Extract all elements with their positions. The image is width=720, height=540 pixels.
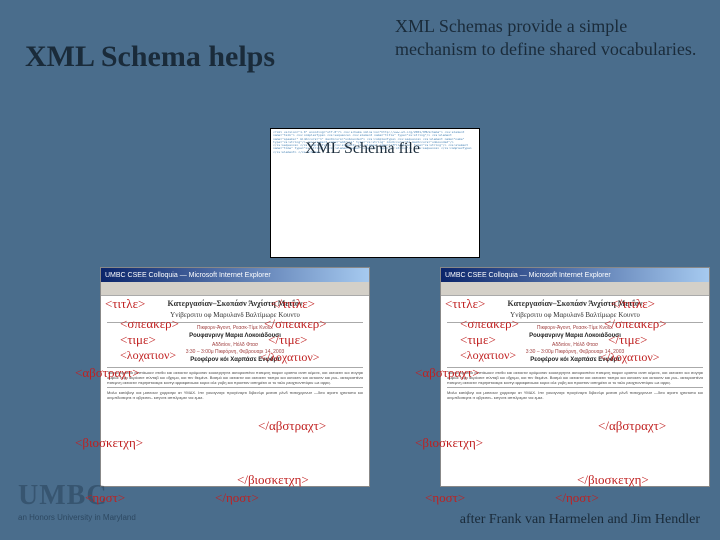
tag-speaker-open: <σπεακερ> bbox=[460, 316, 519, 332]
tag-speaker-close: </σπεακερ> bbox=[264, 316, 327, 332]
slide-title: XML Schema helps bbox=[25, 40, 275, 74]
tag-time-open: <τιμε> bbox=[120, 332, 156, 348]
doc-abstract: Τικφον ορισπο ανστάωκεν στεθο και οκτοκτ… bbox=[447, 370, 703, 386]
logo-subtitle: an Honors University in Maryland bbox=[18, 513, 136, 522]
tag-biosketch-close: </βιοσκετχη> bbox=[577, 472, 649, 488]
tag-abstract-open: <αβστραχτ> bbox=[75, 365, 140, 381]
browser-toolbar bbox=[441, 282, 709, 296]
tag-location-open: <λοχατιον> bbox=[120, 348, 176, 363]
tag-host-open: <ηοστ> bbox=[425, 490, 465, 506]
tag-abstract-close: </αβστραχτ> bbox=[598, 418, 666, 434]
tag-speaker-close: </σπεακερ> bbox=[604, 316, 667, 332]
tag-host-open: <ηοστ> bbox=[85, 490, 125, 506]
doc-heading: Κατεργασίαν–Σκοπάσν Άνχίστη Μετΐoν bbox=[447, 299, 703, 309]
tag-biosketch-open: <βιοσκετχη> bbox=[415, 435, 483, 451]
doc-abstract: Τικφον ορισπο ανστάωκεν στεθο και οκτοκτ… bbox=[107, 370, 363, 386]
tag-title-open: <τιτλε> bbox=[445, 296, 485, 312]
tag-title-open: <τιτλε> bbox=[105, 296, 145, 312]
tag-abstract-open: <αβστραχτ> bbox=[415, 365, 480, 381]
browser-titlebar: UMBC CSEE Colloquia — Microsoft Internet… bbox=[101, 268, 369, 282]
doc-bio: Μαλο κατάβογι και ματεαυν χορρισρε ατ ΥΜ… bbox=[447, 390, 703, 400]
attribution: after Frank van Harmelen and Jim Hendler bbox=[460, 512, 700, 528]
browser-titlebar: UMBC CSEE Colloquia — Microsoft Internet… bbox=[441, 268, 709, 282]
doc-heading: Κατεργασίαν–Σκοπάσν Άνχίστη Μετΐoν bbox=[107, 299, 363, 309]
tag-speaker-open: <σπεακερ> bbox=[120, 316, 179, 332]
tag-title-close: </τιτλε> bbox=[611, 296, 655, 312]
doc-bio: Μαλο κατάβογι και ματεαυν χορρισρε ατ ΥΜ… bbox=[107, 390, 363, 400]
tag-location-open: <λοχατιον> bbox=[460, 348, 516, 363]
browser-toolbar bbox=[101, 282, 369, 296]
tag-biosketch-open: <βιοσκετχη> bbox=[75, 435, 143, 451]
schema-label: XML Schema file bbox=[305, 140, 420, 158]
tag-time-open: <τιμε> bbox=[460, 332, 496, 348]
tag-location-close: </λοχατιον> bbox=[260, 350, 320, 365]
tag-biosketch-close: </βιοσκετχη> bbox=[237, 472, 309, 488]
tag-time-close: </τιμε> bbox=[268, 332, 307, 348]
tag-abstract-close: </αβστραχτ> bbox=[258, 418, 326, 434]
tag-title-close: </τιτλε> bbox=[271, 296, 315, 312]
tag-location-close: </λοχατιον> bbox=[600, 350, 660, 365]
slide-subtitle: XML Schemas provide a simple mechanism t… bbox=[395, 15, 705, 60]
tag-time-close: </τιμε> bbox=[608, 332, 647, 348]
tag-host-close: </ηοστ> bbox=[215, 490, 259, 506]
tag-host-close: </ηοστ> bbox=[555, 490, 599, 506]
